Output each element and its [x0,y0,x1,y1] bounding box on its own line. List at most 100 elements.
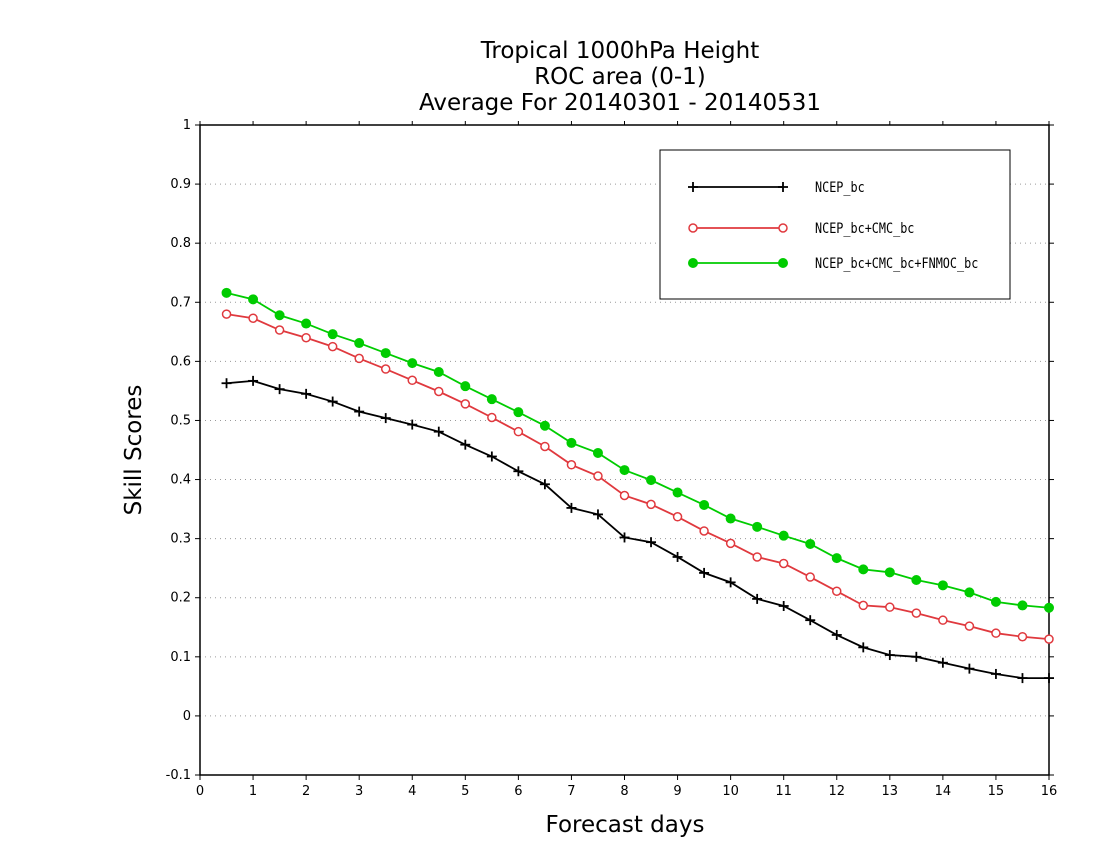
data-point [752,593,763,604]
x-tick-label: 0 [196,784,204,799]
data-point [646,537,657,548]
data-point [1044,634,1054,644]
data-point [380,348,391,359]
data-point [327,341,338,352]
data-point [884,567,895,578]
x-tick-label: 2 [302,784,310,799]
data-point [539,479,550,490]
data-point [566,437,577,448]
data-point [327,396,338,407]
data-point [752,521,763,532]
data-point [433,426,444,437]
data-point [858,600,869,611]
data-point [911,651,922,662]
data-point [778,601,789,611]
data-point [513,407,524,418]
data-point [725,538,736,549]
data-point [486,394,497,405]
data-point [831,553,842,564]
data-point [752,552,762,562]
data-point [566,502,577,513]
y-tick-label: 0.6 [170,354,191,369]
data-point [619,490,630,501]
legend-marker-right [778,258,788,268]
x-tick-label: 6 [514,784,522,799]
data-point [274,310,285,321]
data-point [938,615,948,625]
data-point [805,538,816,549]
data-point [964,663,975,674]
x-tick-label: 16 [1041,784,1058,799]
y-tick-label: 0 [183,709,191,724]
y-tick-label: 0.8 [170,236,191,251]
data-point [460,399,471,409]
data-point [672,512,683,522]
series-line [226,379,1049,679]
data-point [1044,673,1054,684]
data-point [593,471,603,481]
data-point [248,294,259,305]
legend-items: NCEP_bc NCEP_bc+CMC_bc NCEP_bc+CMC_bc+FNMO… [688,180,978,272]
data-point [858,564,869,575]
data-point [831,629,842,640]
x-tick-label: 14 [935,784,952,799]
data-point [911,575,922,585]
data-point [592,509,603,520]
data-point [990,668,1001,679]
data-point [911,608,922,618]
x-tick-label: 8 [620,784,628,799]
data-point [460,381,471,392]
y-tick-label: 0.3 [170,532,191,547]
data-point [327,329,338,340]
data-point [885,602,895,612]
data-point [1044,602,1054,613]
x-tick-label: 13 [882,784,899,799]
x-tick-label: 7 [567,784,575,799]
x-tick-label: 3 [355,784,363,799]
legend-marker-left [688,258,698,268]
data-point [672,551,683,562]
legend-label: NCEP_bc [815,180,865,196]
data-point [274,325,285,335]
y-tick-label: 0.9 [170,177,191,192]
data-point [884,650,895,661]
data-point [672,487,683,498]
x-tick-label: 5 [461,784,469,799]
data-point [778,558,789,569]
data-point [221,378,232,389]
x-tick-label: 15 [988,784,1005,799]
data-point [513,426,524,437]
data-point [964,587,975,598]
data-point [221,287,232,298]
data-point [778,530,789,541]
data-point [858,642,869,653]
y-tick-label: -0.1 [166,768,191,783]
data-point [646,499,656,510]
y-tick-label: 0.4 [170,473,191,488]
data-point [592,447,603,458]
data-point [1017,631,1028,642]
data-point [301,332,311,343]
x-tick-label: 1 [249,784,257,799]
data-point [433,367,444,377]
data-point [460,439,471,450]
data-point [619,465,630,476]
data-point [725,577,736,588]
legend-marker-left [688,182,698,192]
data-point [937,657,948,668]
data-point [274,384,285,395]
y-tick-label: 0.2 [170,591,191,606]
data-point [407,419,418,430]
data-point [1017,600,1028,611]
data-point [301,388,312,399]
x-tick-label: 12 [828,784,845,799]
data-point [832,586,842,596]
x-tick-label: 9 [673,784,681,799]
legend-box [659,149,1011,300]
legend-label: NCEP_bc+CMC_bc [815,221,914,237]
data-point [1017,673,1028,684]
data-point [699,567,710,578]
y-tick-label: 0.7 [170,295,191,310]
series-3 [221,287,1054,613]
